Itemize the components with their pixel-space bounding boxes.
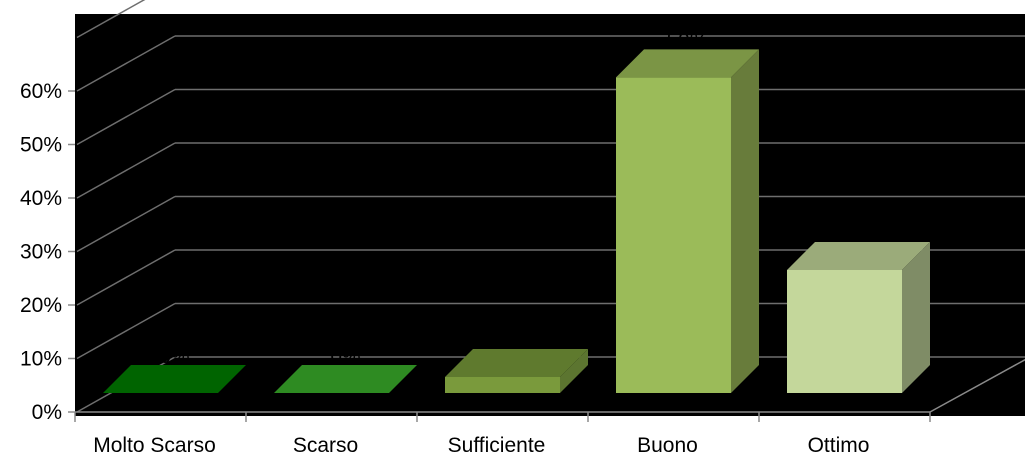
y-tick-label: 30% xyxy=(20,241,62,264)
bar-top xyxy=(445,348,588,377)
bar-scarso xyxy=(274,365,417,393)
bar-side xyxy=(731,49,759,393)
bar-top xyxy=(103,365,246,393)
bar-top xyxy=(274,365,417,393)
bar-ottimo xyxy=(787,241,930,393)
x-tick-label: Buono xyxy=(637,434,698,457)
x-tick-label: Sufficiente xyxy=(448,434,546,457)
bar-front xyxy=(787,269,902,393)
y-tick-label: 40% xyxy=(20,187,62,210)
y-tick-label: 50% xyxy=(20,134,62,157)
data-label: 59% xyxy=(666,29,708,52)
gridline-side xyxy=(76,142,176,199)
y-tick-label: 0% xyxy=(32,401,62,424)
data-label: 0% xyxy=(330,345,360,368)
gridline-side xyxy=(76,35,176,92)
floor-edge xyxy=(929,358,1025,413)
y-tick-label: 10% xyxy=(20,348,62,371)
bar-molto-scarso xyxy=(103,365,246,393)
bar-side xyxy=(902,241,930,393)
bar-sufficiente xyxy=(445,348,588,393)
gridline-side xyxy=(76,302,176,360)
bar-buono xyxy=(616,49,759,393)
bar-top xyxy=(616,49,759,78)
x-tick-label: Ottimo xyxy=(808,434,870,457)
data-label: 0% xyxy=(159,345,189,368)
x-tick-label: Scarso xyxy=(293,434,358,457)
bars: 0% 0% 59% xyxy=(103,29,930,393)
gridlines xyxy=(76,0,1025,413)
gridline-side xyxy=(76,0,146,39)
gridline-side xyxy=(76,195,176,253)
bar-front xyxy=(616,77,731,393)
bar-side xyxy=(560,348,588,393)
y-tick-label: 60% xyxy=(20,80,62,103)
y-tick-label: 20% xyxy=(20,294,62,317)
gridline-side xyxy=(76,88,176,146)
axes: 0% 10% 20% 30% 40% 50% 60% xyxy=(20,80,1025,424)
bar-top xyxy=(787,241,930,270)
gridline-side xyxy=(76,249,176,306)
bar-front xyxy=(445,376,560,393)
x-tick-label: Molto Scarso xyxy=(93,434,216,457)
labels: Molto Scarso Scarso Sufficiente Buono Ottimo xyxy=(93,434,869,457)
